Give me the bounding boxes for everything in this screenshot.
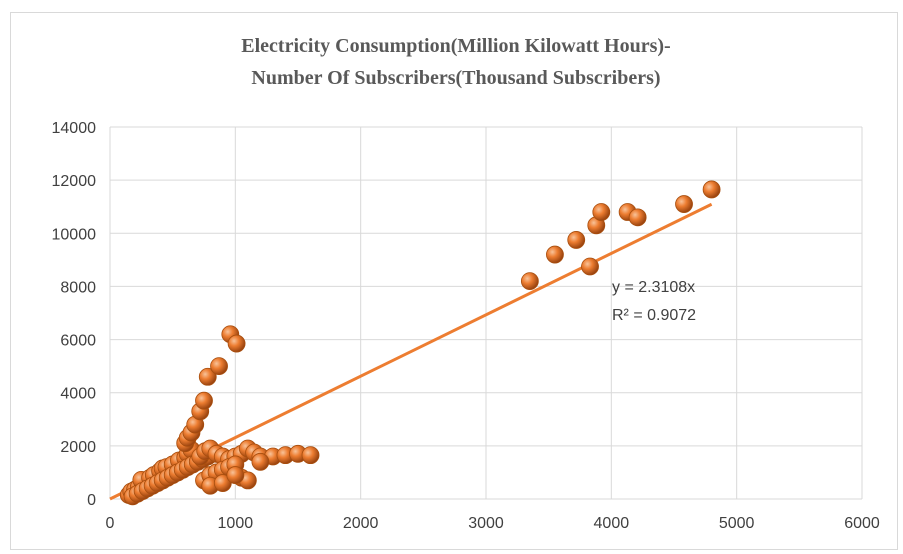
data-point	[198, 367, 217, 386]
y-tick-label: 14000	[52, 120, 97, 137]
data-point	[213, 474, 232, 492]
data-point	[546, 245, 564, 264]
y-tick-label: 2000	[60, 439, 96, 456]
data-point	[226, 466, 245, 484]
data-point	[675, 195, 693, 213]
x-tick-label: 1000	[218, 515, 254, 532]
x-tick-label: 4000	[594, 515, 630, 532]
x-tick-label: 6000	[844, 515, 880, 532]
data-point	[227, 334, 246, 353]
data-point	[210, 357, 228, 376]
y-tick-label: 10000	[52, 226, 97, 243]
y-tick-label: 12000	[52, 173, 97, 190]
chart-title-line-2: Number Of Subscribers(Thousand Subscribe…	[251, 67, 660, 89]
data-point	[702, 180, 721, 199]
trendline-r-squared: R² = 0.9072	[612, 307, 696, 324]
chart-title-line-1: Electricity Consumption(Million Kilowatt…	[241, 35, 670, 57]
x-tick-label: 0	[106, 515, 115, 532]
axis-ticks: 0 2000 4000 6000 8000 10000 12000 14000 0 1000 200…	[52, 120, 880, 532]
y-tick-label: 0	[87, 492, 96, 509]
data-point	[628, 208, 647, 227]
data-point	[195, 391, 213, 410]
chart-area	[10, 12, 898, 550]
data-point	[592, 203, 611, 221]
x-tick-label: 2000	[343, 515, 379, 532]
x-tick-label: 5000	[719, 515, 755, 532]
data-point	[301, 446, 320, 465]
gridlines	[109, 126, 863, 500]
trendline-equation: y = 2.3108x	[612, 279, 695, 296]
data-points	[119, 180, 721, 506]
data-point	[251, 452, 270, 471]
data-point	[567, 231, 586, 249]
y-tick-label: 4000	[60, 386, 96, 403]
data-point	[520, 272, 539, 291]
data-point	[581, 257, 599, 276]
y-tick-label: 8000	[60, 279, 96, 296]
y-tick-label: 6000	[60, 333, 96, 350]
x-tick-label: 3000	[468, 515, 504, 532]
